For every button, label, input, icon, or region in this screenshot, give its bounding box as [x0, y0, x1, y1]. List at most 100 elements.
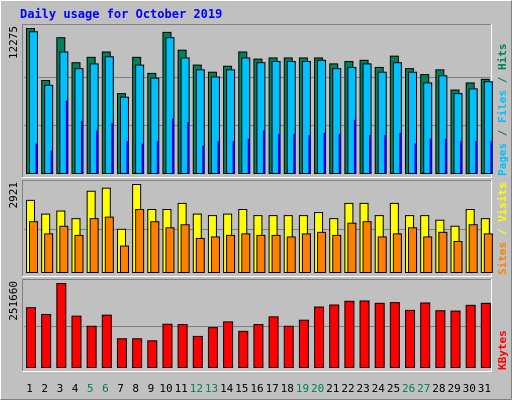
bar-pages-day-20 — [323, 132, 326, 174]
bar-files-day-14 — [226, 69, 236, 174]
bar-sites-day-9 — [150, 221, 160, 273]
bar-pages-day-19 — [308, 135, 311, 174]
legend-part: Visits — [496, 182, 509, 222]
day-label-8: 8 — [132, 382, 139, 395]
bar-sites-day-2 — [44, 233, 54, 273]
bar-kbytes-day-15 — [238, 330, 249, 369]
bar-pages-day-5 — [96, 130, 99, 174]
bar-kbytes-day-9 — [147, 340, 158, 368]
bar-sites-day-10 — [165, 227, 175, 274]
bar-files-day-3 — [59, 51, 69, 174]
bar-kbytes-day-13 — [207, 327, 218, 369]
day-label-15: 15 — [235, 382, 248, 395]
chart-title: Daily usage for October 2019 — [20, 7, 222, 21]
bar-kbytes-day-27 — [420, 302, 431, 369]
bar-kbytes-day-19 — [298, 319, 309, 369]
bar-pages-day-7 — [126, 141, 129, 174]
legend-part: KBytes — [496, 330, 509, 370]
bar-sites-day-22 — [347, 222, 357, 273]
bar-files-day-23 — [362, 63, 372, 175]
bar-pages-day-24 — [384, 135, 387, 174]
bar-sites-day-7 — [119, 245, 129, 273]
day-label-12: 12 — [190, 382, 203, 395]
bar-sites-day-25 — [392, 233, 402, 273]
day-label-4: 4 — [72, 382, 79, 395]
bar-pages-day-3 — [65, 100, 68, 174]
legend-part: / — [496, 70, 509, 90]
bar-kbytes-day-1 — [26, 307, 36, 368]
day-labels: 1 2 3 4 5 6 7 8 9 10 11 12 13 14 15 16 17 18 19 20 21 22 23 24 2… — [26, 382, 491, 395]
day-label-5: 5 — [87, 382, 94, 395]
bar-kbytes-day-18 — [283, 325, 294, 368]
bar-pages-day-27 — [429, 138, 432, 174]
bar-sites-day-6 — [104, 216, 114, 274]
bar-sites-day-13 — [210, 236, 220, 273]
day-label-28: 28 — [432, 382, 445, 395]
panel-max-label: 2921 — [7, 182, 20, 209]
bar-sites-day-20 — [317, 231, 327, 273]
day-label-22: 22 — [341, 382, 354, 395]
day-label-3: 3 — [57, 382, 64, 395]
bar-sites-day-3 — [59, 225, 69, 274]
bar-pages-day-26 — [414, 143, 417, 174]
bar-files-day-1 — [29, 31, 38, 175]
bar-files-day-31 — [483, 81, 493, 174]
bar-files-day-8 — [135, 64, 145, 174]
bar-pages-day-10 — [171, 118, 174, 174]
bar-pages-day-8 — [141, 143, 144, 174]
day-label-11: 11 — [175, 382, 188, 395]
bar-files-day-6 — [104, 56, 114, 174]
bar-pages-day-6 — [111, 123, 114, 174]
panel-pages-files-hits: 12275 Pages / Files / Hits — [7, 24, 509, 178]
bar-sites-day-8 — [135, 209, 145, 273]
bar-files-day-7 — [119, 96, 129, 174]
bar-pages-day-31 — [490, 141, 493, 174]
bar-files-day-5 — [89, 63, 99, 175]
bar-sites-day-16 — [256, 234, 266, 273]
bar-files-day-30 — [468, 88, 478, 174]
bar-sites-day-12 — [195, 237, 205, 274]
bar-sites-day-27 — [423, 236, 433, 273]
bar-files-day-10 — [165, 37, 175, 174]
bar-kbytes-day-17 — [268, 316, 279, 368]
panel-side-legend: KBytes — [496, 330, 509, 370]
legend-part: Files — [496, 90, 509, 123]
bar-files-day-2 — [44, 84, 54, 174]
day-label-2: 2 — [41, 382, 48, 395]
bar-kbytes-day-25 — [389, 302, 400, 368]
day-label-21: 21 — [326, 382, 339, 395]
bar-pages-day-16 — [262, 130, 265, 174]
day-label-7: 7 — [117, 382, 124, 395]
day-label-13: 13 — [205, 382, 218, 395]
bar-sites-day-31 — [483, 233, 493, 273]
bar-files-day-9 — [150, 77, 160, 174]
day-label-14: 14 — [220, 382, 234, 395]
bar-sites-day-14 — [226, 234, 236, 273]
bar-pages-day-21 — [338, 134, 341, 174]
panel-kbytes: 251660 KBytes — [7, 279, 509, 372]
chart-panels: 12275 Pages / Files / Hits 2921 Sites / Vis… — [7, 24, 509, 372]
bar-sites-day-30 — [468, 224, 478, 273]
bar-files-day-29 — [453, 93, 463, 174]
day-label-24: 24 — [372, 382, 386, 395]
bar-pages-day-30 — [475, 141, 478, 174]
bar-pages-day-25 — [399, 132, 402, 174]
bar-files-day-19 — [301, 61, 311, 174]
bar-kbytes-day-12 — [192, 335, 203, 368]
bar-pages-day-4 — [80, 120, 83, 174]
panel-max-label: 251660 — [7, 281, 20, 321]
bar-pages-day-28 — [444, 138, 447, 174]
bar-kbytes-day-29 — [450, 310, 461, 369]
bar-kbytes-day-30 — [465, 304, 476, 368]
bar-pages-day-15 — [247, 138, 250, 174]
bar-files-day-17 — [271, 61, 281, 174]
legend-part: Sites — [496, 242, 509, 275]
bar-files-day-13 — [210, 76, 220, 174]
bar-files-day-12 — [195, 69, 205, 174]
bar-files-day-16 — [256, 62, 266, 174]
panel-side-legend: Pages / Files / Hits — [496, 44, 509, 177]
bar-sites-day-26 — [408, 227, 418, 274]
bar-kbytes-day-4 — [71, 315, 82, 368]
bar-pages-day-22 — [353, 119, 356, 174]
